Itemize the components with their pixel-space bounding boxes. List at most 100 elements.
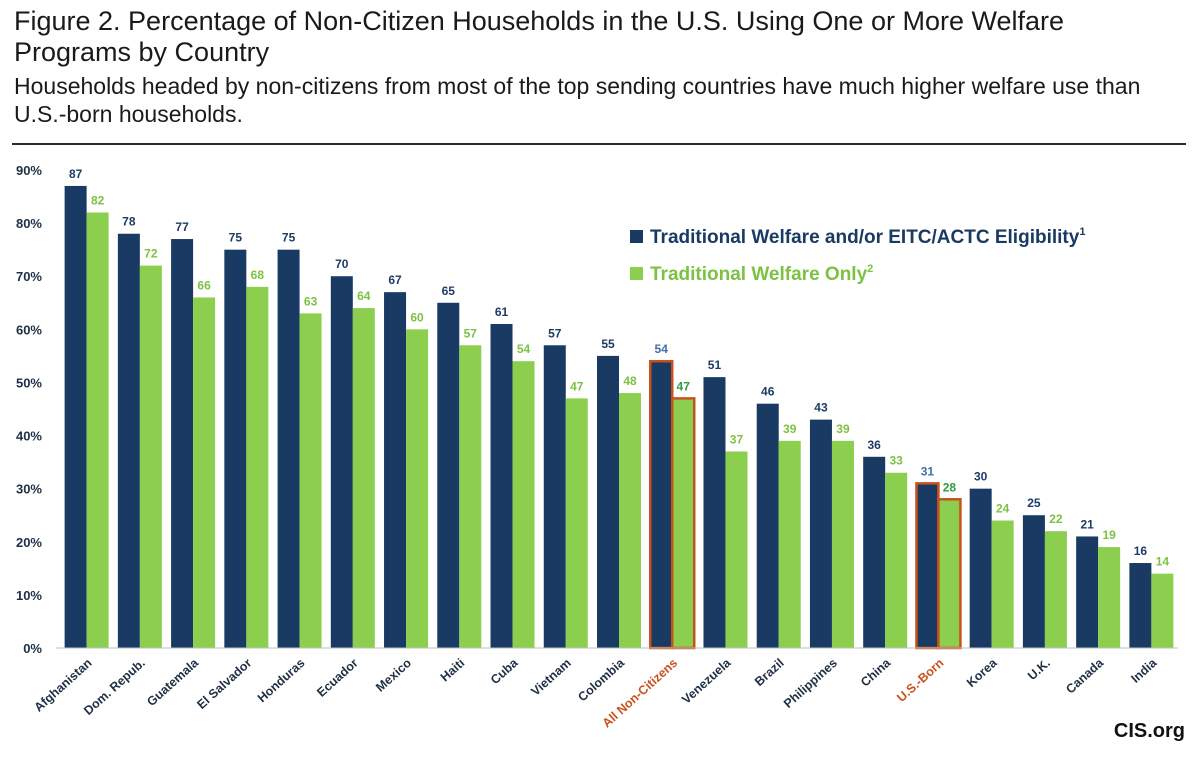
bar-eitc-eligibility	[1022, 515, 1045, 648]
bar-eitc-eligibility	[1129, 563, 1152, 648]
legend-swatch-eitc	[630, 230, 643, 243]
bar-value-label: 77	[175, 220, 189, 234]
y-tick-label: 70%	[16, 269, 42, 284]
bar-welfare-only	[937, 498, 962, 650]
bar-value-label: 22	[1049, 512, 1063, 526]
bar-value-label: 47	[570, 379, 584, 393]
bar-value-label: 25	[1027, 496, 1041, 510]
bar-eitc-eligibility	[703, 377, 726, 648]
bar-eitc-eligibility	[863, 456, 886, 648]
bar-value-label: 14	[1156, 555, 1170, 569]
bar-welfare-only	[459, 345, 482, 648]
y-tick-label: 20%	[16, 535, 42, 550]
bar-welfare-only	[406, 329, 429, 648]
bar-welfare-only	[86, 212, 109, 648]
legend-label-eitc: Traditional Welfare and/or EITC/ACTC Eli…	[650, 226, 1085, 248]
bar-welfare-only	[1044, 531, 1067, 648]
y-tick-label: 90%	[16, 163, 42, 178]
bar-welfare-only	[193, 297, 216, 648]
x-tick-label: Guatemala	[144, 655, 202, 709]
bar-value-label: 30	[974, 470, 988, 484]
bar-value-label: 54	[517, 342, 531, 356]
bar-eitc-eligibility	[277, 249, 300, 648]
x-tick-label: U.S.-Born	[894, 656, 946, 705]
bar-welfare-only	[139, 265, 162, 648]
bar-welfare-only	[619, 393, 641, 648]
x-tick-label: China	[858, 655, 894, 689]
bar-value-label: 21	[1080, 517, 1094, 531]
legend-swatch-welfare-only	[630, 267, 643, 280]
bar-value-label: 48	[623, 374, 637, 388]
bar-eitc-eligibility	[1076, 536, 1099, 648]
bar-value-label: 72	[144, 247, 158, 261]
legend: Traditional Welfare and/or EITC/ACTC Eli…	[630, 226, 1085, 285]
bar-welfare-only	[565, 398, 588, 648]
x-tick-label: Canada	[1063, 655, 1107, 696]
bar-eitc-eligibility	[809, 419, 832, 648]
bar-eitc-eligibility	[64, 185, 87, 648]
title-divider	[12, 143, 1186, 145]
bar-value-label: 33	[890, 454, 904, 468]
x-tick-label: Cuba	[488, 655, 521, 687]
x-tick-label: Honduras	[255, 656, 308, 705]
x-tick-label: Vietnam	[528, 656, 573, 699]
bar-value-label: 37	[730, 432, 744, 446]
bar-welfare-only	[512, 361, 535, 648]
bar-value-label: 67	[388, 273, 402, 287]
bar-welfare-only	[725, 451, 748, 648]
bar-value-label: 36	[868, 438, 882, 452]
bar-eitc-eligibility	[490, 324, 513, 648]
y-tick-label: 60%	[16, 322, 42, 337]
bar-value-label: 65	[442, 284, 456, 298]
bar-welfare-only	[352, 308, 375, 648]
bar-value-label: 43	[814, 401, 828, 415]
bar-value-label: 70	[335, 257, 349, 271]
bar-eitc-eligibility	[117, 233, 140, 648]
bar-value-label: 51	[708, 358, 722, 372]
bar-value-label: 68	[251, 268, 265, 282]
y-axis: 0% 10% 20% 30% 40% 50% 60% 70% 80% 90%	[16, 163, 42, 656]
bar-value-label: 61	[495, 305, 509, 319]
y-tick-label: 0%	[23, 641, 42, 656]
source-credit: CIS.org	[1113, 720, 1185, 742]
y-tick-label: 10%	[16, 588, 42, 603]
x-tick-label: Haiti	[438, 656, 468, 685]
x-tick-label: El Salvador	[194, 656, 254, 712]
bar-value-label: 19	[1102, 528, 1116, 542]
bar-welfare-only	[299, 313, 322, 648]
bar-value-label: 82	[91, 193, 105, 207]
bar-value-label: 60	[410, 310, 424, 324]
bar-welfare-only	[885, 472, 908, 648]
bar-value-label: 64	[357, 289, 371, 303]
bar-value-label: 63	[304, 294, 318, 308]
bar-value-label: 46	[761, 385, 775, 399]
x-tick-label: India	[1128, 655, 1160, 686]
bar-value-label: 57	[464, 326, 478, 340]
bar-eitc-eligibility	[437, 302, 460, 648]
x-tick-label: Brazil	[752, 656, 787, 689]
bars	[64, 185, 1174, 650]
x-tick-label: U.K.	[1025, 656, 1053, 683]
bar-value-label: 66	[197, 278, 211, 292]
x-tick-label: Ecuador	[314, 656, 361, 700]
chart-subtitle: Households headed by non-citizens from m…	[14, 73, 1141, 127]
y-tick-label: 80%	[16, 216, 42, 231]
bar-value-label: 16	[1134, 544, 1148, 558]
bar-eitc-eligibility	[330, 276, 353, 648]
chart-title: Figure 2. Percentage of Non-Citizen Hous…	[14, 6, 1065, 67]
bar-value-label: 87	[69, 167, 83, 181]
bar-eitc-eligibility	[384, 292, 407, 648]
bar-value-label: 78	[122, 215, 136, 229]
bar-value-label: 75	[282, 231, 296, 245]
x-tick-label: Colombia	[575, 655, 627, 704]
bar-value-label: 31	[921, 464, 935, 478]
bar-value-label: 75	[229, 231, 243, 245]
bar-value-label: 55	[601, 337, 615, 351]
bar-eitc-eligibility	[648, 359, 674, 650]
bar-eitc-eligibility	[543, 345, 566, 648]
bar-eitc-eligibility	[597, 355, 619, 648]
y-tick-label: 30%	[16, 482, 42, 497]
bar-eitc-eligibility	[756, 403, 779, 648]
